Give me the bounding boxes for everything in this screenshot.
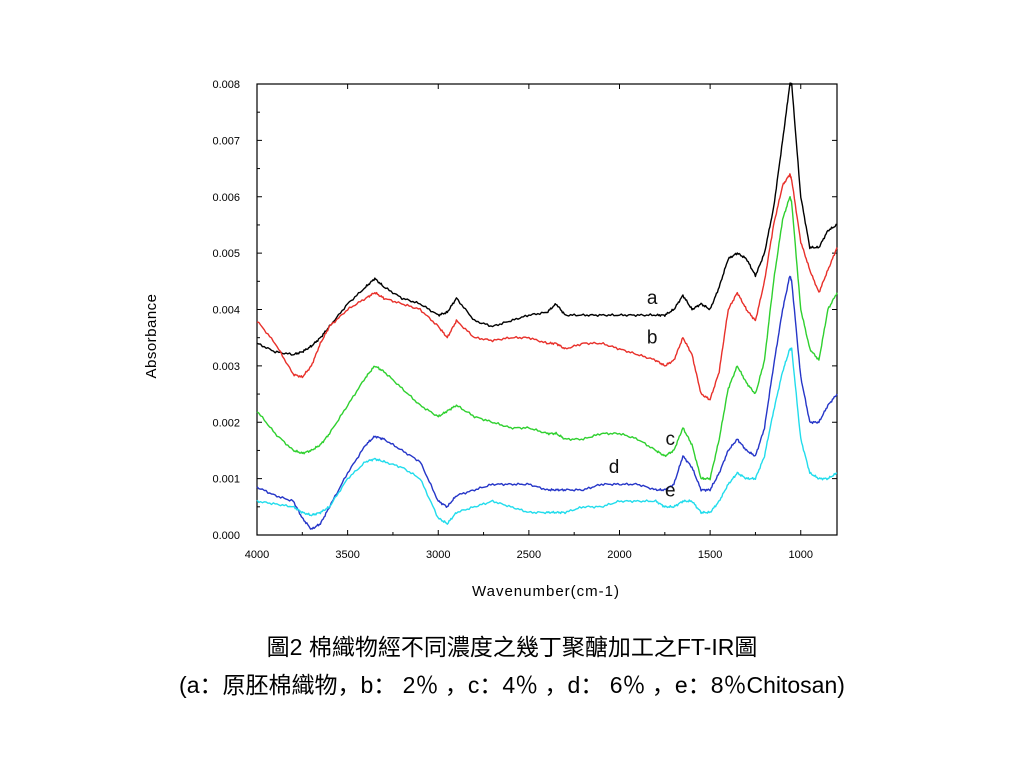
y-tick-label: 0.007 bbox=[212, 135, 240, 147]
curve-label-d: d bbox=[609, 457, 620, 478]
y-tick-label: 0.002 bbox=[212, 417, 240, 429]
y-tick-label: 0.008 bbox=[212, 79, 240, 91]
x-axis-title: Wavenumber(cm-1) bbox=[472, 583, 620, 600]
series-line-e bbox=[257, 348, 837, 524]
y-tick-label: 0.001 bbox=[212, 474, 240, 486]
x-tick-label: 2000 bbox=[607, 549, 631, 561]
x-tick-label: 2500 bbox=[517, 549, 541, 561]
x-tick-label: 4000 bbox=[245, 549, 269, 561]
curve-labels: ab c d e bbox=[609, 288, 676, 502]
series-line-b bbox=[257, 174, 837, 400]
y-axis-title: Absorbance bbox=[143, 293, 160, 378]
y-tick-label: 0.006 bbox=[212, 192, 240, 204]
series-group bbox=[257, 83, 837, 529]
curve-label-c: c bbox=[666, 429, 676, 450]
x-axis-ticks: 4000 3500 3000 2500 2000 1500 1000 bbox=[245, 84, 813, 561]
curve-label-e: e bbox=[665, 481, 676, 502]
x-tick-label: 3000 bbox=[426, 549, 450, 561]
x-tick-label: 3500 bbox=[335, 549, 359, 561]
curve-label-a: a bbox=[647, 288, 658, 309]
y-axis-ticks: 0.000 0.001 0.002 0.003 0.004 0.005 0.006 0.007… bbox=[212, 79, 837, 542]
curve-label-b: b bbox=[647, 327, 658, 348]
series-line-c bbox=[257, 197, 837, 480]
y-tick-label: 0.000 bbox=[212, 530, 240, 542]
y-tick-label: 0.003 bbox=[212, 361, 240, 373]
figure-caption-line1: 圖2 棉織物經不同濃度之幾丁聚醣加工之FT-IR圖 bbox=[0, 628, 1024, 662]
y-tick-label: 0.004 bbox=[212, 305, 240, 317]
x-tick-label: 1500 bbox=[698, 549, 722, 561]
x-tick-label: 1000 bbox=[789, 549, 813, 561]
y-tick-label: 0.005 bbox=[212, 248, 240, 260]
figure-caption-line2: (a：原胚棉織物，b： 2％ ，c：4％ ，d： 6％ ，e：8％Chitosa… bbox=[0, 666, 1024, 700]
